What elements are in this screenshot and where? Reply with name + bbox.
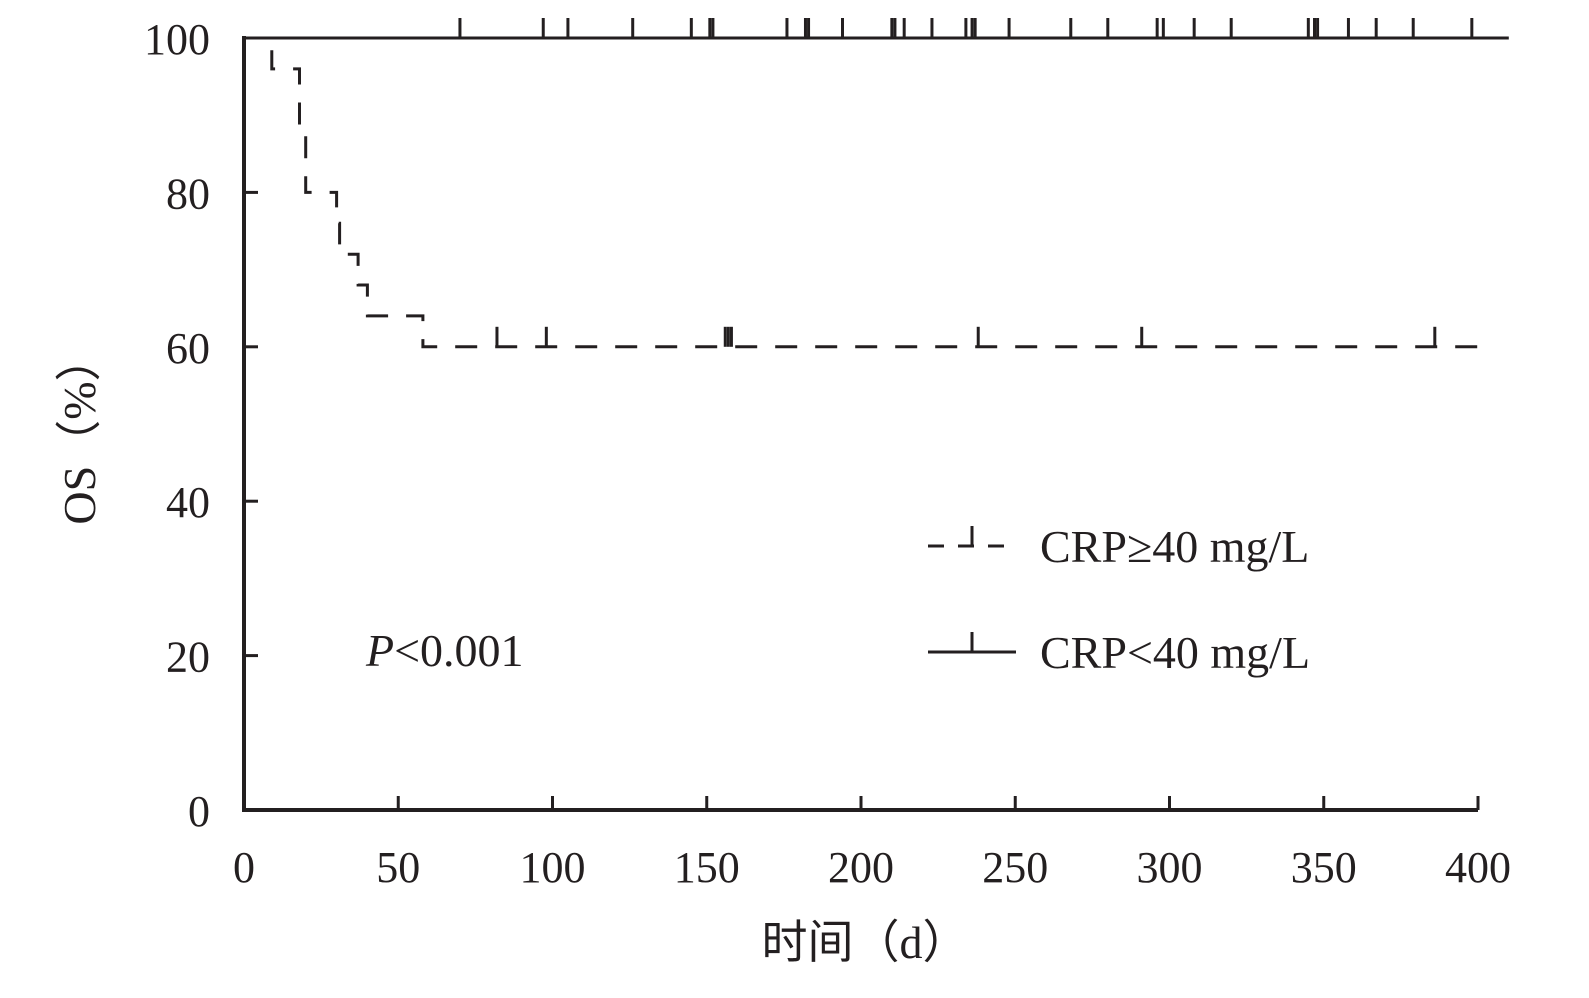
- y-tick-label: 80: [166, 169, 210, 218]
- survival-curve: [244, 36, 1478, 349]
- series-crp-low: [244, 18, 1509, 40]
- y-tick-label: 60: [166, 324, 210, 373]
- x-axis: 0 50 100 150 200 250 300 350 400: [233, 796, 1511, 892]
- y-tick-label: 20: [166, 633, 210, 682]
- legend-label: CRP≥40 mg/L: [1040, 521, 1309, 572]
- x-tick-label: 100: [520, 843, 586, 892]
- legend-label: CRP<40 mg/L: [1040, 627, 1310, 678]
- y-tick-label: 40: [166, 478, 210, 527]
- y-tick-label: 100: [144, 15, 210, 64]
- x-tick-label: 150: [674, 843, 740, 892]
- x-tick-label: 300: [1137, 843, 1203, 892]
- series-crp-high: [244, 36, 1478, 349]
- x-tick-label: 250: [982, 843, 1048, 892]
- x-tick-label: 200: [828, 843, 894, 892]
- legend: CRP≥40 mg/L CRP<40 mg/L: [928, 521, 1310, 678]
- y-tick-label: 0: [188, 787, 210, 836]
- p-value-annotation: P<0.001: [365, 625, 524, 676]
- x-axis-title: 时间（d）: [762, 917, 969, 968]
- x-tick-label: 0: [233, 843, 255, 892]
- p-value-italic: P: [365, 625, 394, 676]
- x-tick-label: 400: [1445, 843, 1511, 892]
- x-tick-label: 50: [376, 843, 420, 892]
- legend-item: CRP<40 mg/L: [928, 627, 1310, 678]
- x-tick-label: 350: [1291, 843, 1357, 892]
- y-axis: 0 20 40 60 80 100: [144, 15, 258, 836]
- legend-item: CRP≥40 mg/L: [928, 521, 1309, 572]
- y-axis-title: OS（%）: [54, 335, 105, 524]
- series-group: [244, 18, 1509, 349]
- p-value-text: <0.001: [394, 625, 523, 676]
